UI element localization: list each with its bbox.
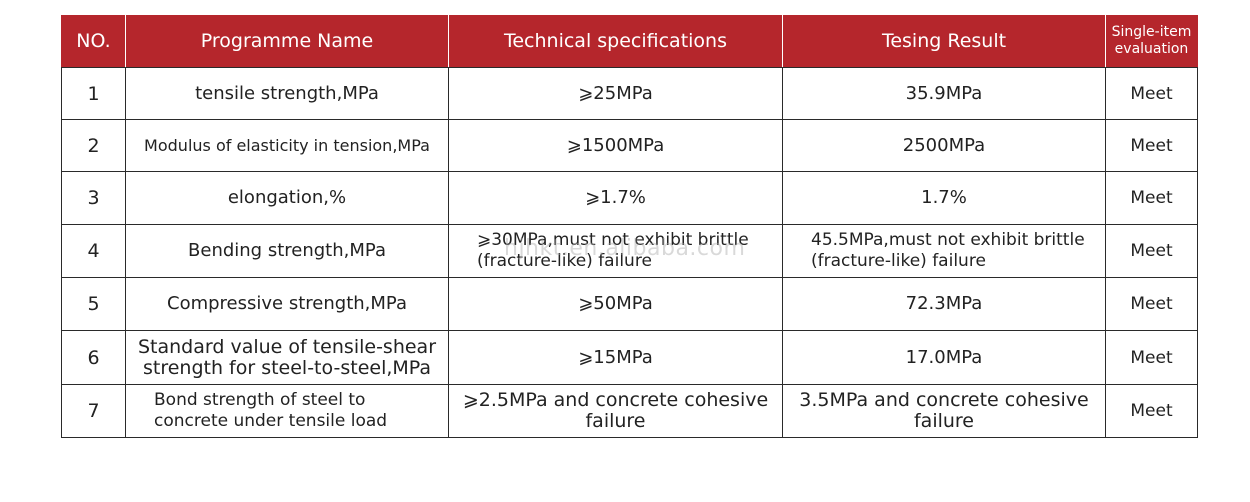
evaluation: Meet bbox=[1105, 330, 1198, 385]
specification-table: NO. Programme Name Technical specificati… bbox=[61, 15, 1198, 438]
programme-name: Standard value of tensile-shear strength… bbox=[125, 330, 449, 385]
evaluation: Meet bbox=[1105, 384, 1198, 438]
evaluation: Meet bbox=[1105, 119, 1198, 172]
technical-specification: ⩾15MPa bbox=[448, 330, 783, 385]
evaluation: Meet bbox=[1105, 67, 1198, 120]
row-number: 7 bbox=[61, 384, 126, 438]
testing-result: 45.5MPa,must not exhibit brittle (fractu… bbox=[782, 224, 1106, 278]
table-row: 3 elongation,% ⩾1.7% 1.7% Meet bbox=[61, 171, 1198, 225]
programme-name: Compressive strength,MPa bbox=[125, 277, 449, 331]
header-no: NO. bbox=[61, 15, 126, 68]
row-number: 4 bbox=[61, 224, 126, 278]
testing-result: 17.0MPa bbox=[782, 330, 1106, 385]
table-row: 5 Compressive strength,MPa ⩾50MPa 72.3MP… bbox=[61, 277, 1198, 331]
table-row: 7 Bond strength of steel to concrete und… bbox=[61, 384, 1198, 438]
testing-result: 3.5MPa and concrete cohesive failure bbox=[782, 384, 1106, 438]
technical-specification: ⩾1500MPa bbox=[448, 119, 783, 172]
testing-result: 35.9MPa bbox=[782, 67, 1106, 120]
row-number: 1 bbox=[61, 67, 126, 120]
header-single-item-evaluation: Single-item evaluation bbox=[1105, 15, 1198, 68]
row-number: 3 bbox=[61, 171, 126, 225]
evaluation: Meet bbox=[1105, 224, 1198, 278]
technical-specification: ⩾50MPa bbox=[448, 277, 783, 331]
programme-name: elongation,% bbox=[125, 171, 449, 225]
technical-specification: ⩾25MPa bbox=[448, 67, 783, 120]
table-row: 4 Bending strength,MPa ⩾30MPa,must not e… bbox=[61, 224, 1198, 278]
technical-specification: ⩾1.7% bbox=[448, 171, 783, 225]
row-number: 2 bbox=[61, 119, 126, 172]
technical-specification: ⩾2.5MPa and concrete cohesive failure bbox=[448, 384, 783, 438]
header-testing-result: Tesing Result bbox=[782, 15, 1106, 68]
programme-name: Bond strength of steel to concrete under… bbox=[125, 384, 449, 438]
table-header-row: NO. Programme Name Technical specificati… bbox=[61, 15, 1198, 68]
programme-name: Modulus of elasticity in tension,MPa bbox=[125, 119, 449, 172]
row-number: 5 bbox=[61, 277, 126, 331]
programme-name: Bending strength,MPa bbox=[125, 224, 449, 278]
testing-result: 1.7% bbox=[782, 171, 1106, 225]
evaluation: Meet bbox=[1105, 171, 1198, 225]
testing-result: 2500MPa bbox=[782, 119, 1106, 172]
header-technical-specifications: Technical specifications bbox=[448, 15, 783, 68]
header-programme-name: Programme Name bbox=[125, 15, 449, 68]
technical-specification: ⩾30MPa,must not exhibit brittle (fractur… bbox=[448, 224, 783, 278]
table-row: 2 Modulus of elasticity in tension,MPa ⩾… bbox=[61, 119, 1198, 172]
row-number: 6 bbox=[61, 330, 126, 385]
programme-name: tensile strength,MPa bbox=[125, 67, 449, 120]
testing-result: 72.3MPa bbox=[782, 277, 1106, 331]
table-row: 1 tensile strength,MPa ⩾25MPa 35.9MPa Me… bbox=[61, 67, 1198, 120]
evaluation: Meet bbox=[1105, 277, 1198, 331]
table-row: 6 Standard value of tensile-shear streng… bbox=[61, 330, 1198, 385]
